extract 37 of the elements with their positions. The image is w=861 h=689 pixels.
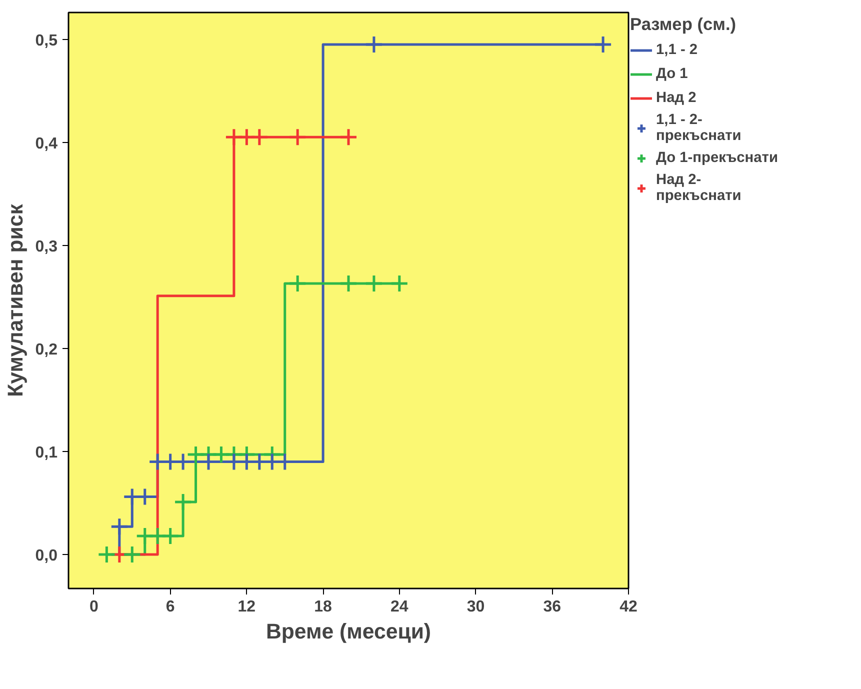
y-tick-label: 0,2 (35, 341, 58, 358)
x-tick-label: 30 (466, 598, 485, 616)
y-tick-label: 0,1 (35, 444, 58, 462)
point (122, 545, 142, 564)
legend-label: До 1 (656, 66, 688, 82)
point (594, 35, 612, 54)
x-tick-label: 0 (90, 598, 99, 616)
point (250, 128, 269, 146)
point (97, 545, 116, 564)
point (288, 274, 307, 293)
point (390, 274, 409, 293)
legend-label: 1,1 - 2-прекъснати (656, 112, 742, 144)
x-tick-label: 6 (166, 598, 175, 616)
point (161, 526, 180, 546)
point (288, 128, 307, 146)
x-tick-label: 24 (390, 598, 408, 616)
y-tick-label: 0,3 (35, 238, 58, 256)
x-tick-label: 42 (620, 598, 638, 616)
y-axis-title: Кумулативен риск (3, 204, 28, 397)
legend-title: Размер (см.) (630, 14, 738, 35)
legend-label: Над 2-прекъснати (656, 172, 742, 204)
x-axis-title: Време (месеци) (266, 620, 432, 644)
x-tick-label: 36 (543, 598, 562, 616)
x-tick-label: 12 (238, 598, 256, 616)
x-tick-label: 18 (314, 598, 332, 616)
y-tick-label: 0,5 (35, 32, 58, 50)
y-tick-label: 0,4 (35, 135, 58, 152)
legend-label: Над 2 (656, 90, 696, 106)
legend-label: 1,1 - 2 (656, 42, 698, 58)
point (339, 274, 358, 293)
point (339, 128, 358, 146)
point (364, 274, 384, 293)
y-tick-label: 0,0 (35, 547, 58, 564)
point (174, 492, 192, 512)
point (364, 35, 384, 54)
legend-label: До 1-прекъснати (656, 150, 778, 166)
point (110, 517, 129, 536)
